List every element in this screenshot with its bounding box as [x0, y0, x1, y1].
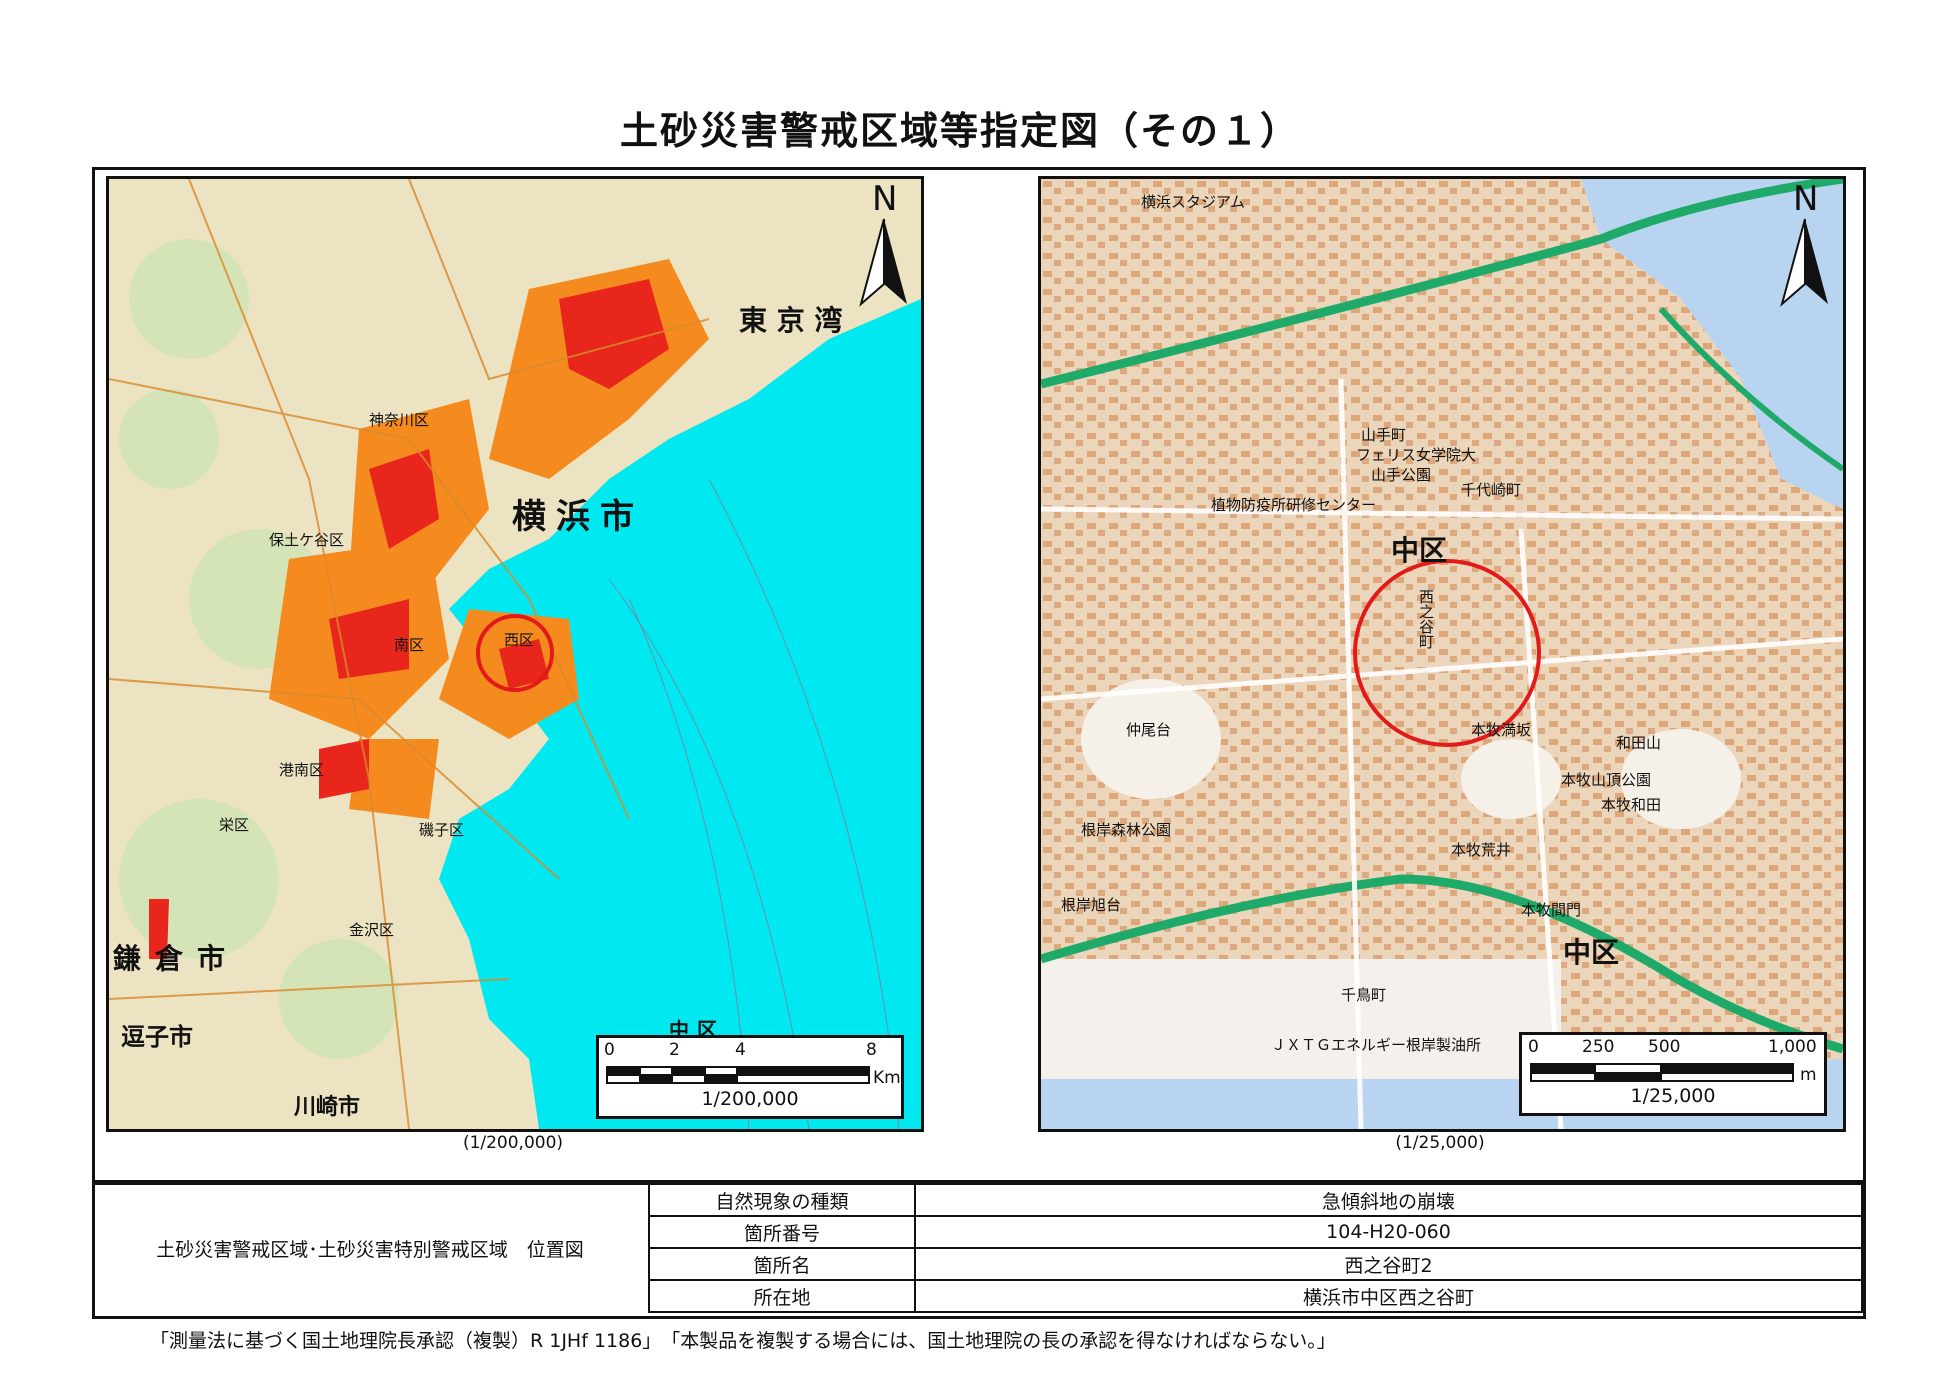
- row-label: 箇所名: [648, 1247, 916, 1281]
- north-label: N: [872, 179, 898, 219]
- row-value: 横浜市中区西之谷町: [914, 1279, 1863, 1313]
- row-label: 箇所番号: [648, 1215, 916, 1249]
- map-label: 根岸旭台: [1061, 896, 1122, 914]
- scale-bar: 0 2 4 8 Km 1/200,000: [596, 1035, 904, 1119]
- park-areas: [1081, 679, 1741, 829]
- scale-tick: 500: [1648, 1037, 1681, 1057]
- refinery-area: [1041, 959, 1561, 1079]
- row-value: 104-H20-060: [914, 1215, 1863, 1249]
- scale-tick: 250: [1582, 1037, 1615, 1057]
- map-label: ＪＸＴＧエネルギー根岸製油所: [1271, 1036, 1482, 1054]
- overview-map: N 横浜市 鎌倉市 逗子市 川崎市 東 京 湾 中区 西区 南区 港南区 栄区 …: [106, 176, 924, 1132]
- map-label: 山手公園: [1371, 466, 1432, 484]
- scale-ratio: 1/25,000: [1630, 1085, 1716, 1107]
- north-arrow-icon: [1780, 218, 1828, 307]
- map-label: 金沢区: [349, 921, 395, 939]
- map-label: 川崎市: [294, 1095, 361, 1120]
- north-arrow-icon: [859, 218, 907, 307]
- map-label: 本牧和田: [1601, 796, 1662, 814]
- map-label: 本牧間門: [1521, 901, 1582, 919]
- map-label: 千鳥町: [1341, 986, 1387, 1004]
- map-label: 横浜市: [512, 497, 644, 537]
- map-label: 西之谷町: [1417, 589, 1435, 649]
- detail-map-graphic: [1041, 179, 1843, 1129]
- map-label: 中区: [1391, 534, 1448, 567]
- copyright-notice: 「測量法に基づく国土地理院長承認（複製）R 1JHf 1186」 「本製品を複製…: [150, 1330, 1336, 1352]
- map-label: 根岸森林公園: [1081, 821, 1172, 839]
- railway-lines: [1041, 179, 1843, 1054]
- table-row: 所在地 横浜市中区西之谷町: [92, 1279, 1863, 1313]
- scale-bar: 0 250 500 1,000 m 1/25,000: [1519, 1032, 1827, 1116]
- scale-tick: 2: [669, 1040, 680, 1060]
- map-label: 本牧荒井: [1451, 841, 1512, 859]
- detail-map-caption: (1/25,000): [1395, 1133, 1485, 1153]
- map-label: 西区: [504, 631, 535, 649]
- map-label: 千代崎町: [1461, 481, 1522, 499]
- table-row: 箇所番号 104-H20-060: [92, 1215, 1863, 1249]
- scale-unit: m: [1800, 1065, 1817, 1085]
- map-label: 和田山: [1616, 734, 1662, 752]
- map-label: 保土ケ谷区: [269, 531, 345, 549]
- map-label: 栄区: [219, 816, 250, 834]
- map-label: 横浜スタジアム: [1141, 193, 1245, 211]
- map-label: 逗子市: [121, 1023, 193, 1051]
- scale-tick: 4: [735, 1040, 746, 1060]
- map-label: 鎌倉市: [113, 942, 240, 975]
- page-title: 土砂災害警戒区域等指定図（その１）: [619, 109, 1300, 153]
- map-label: 仲尾台: [1126, 721, 1172, 739]
- row-label: 所在地: [648, 1279, 916, 1313]
- map-label: 本牧山頂公園: [1561, 771, 1652, 789]
- info-table: 土砂災害警戒区域･土砂災害特別警戒区域 位置図 自然現象の種類 急傾斜地の崩壊 …: [92, 1183, 1863, 1313]
- location-marker: [476, 614, 554, 692]
- sea-area: [439, 299, 921, 1129]
- map-label: 中区: [1563, 936, 1620, 969]
- table-row: 土砂災害警戒区域･土砂災害特別警戒区域 位置図 自然現象の種類 急傾斜地の崩壊: [92, 1183, 1863, 1312]
- scale-ratio: 1/200,000: [701, 1088, 799, 1110]
- overview-map-caption: (1/200,000): [462, 1133, 564, 1153]
- map-label: 東 京 湾: [739, 304, 843, 337]
- scale-tick: 1,000: [1768, 1037, 1817, 1057]
- scale-tick: 0: [1528, 1037, 1539, 1057]
- overview-map-graphic: [109, 179, 921, 1129]
- sheet-frame: [92, 167, 1866, 1319]
- map-label: 港南区: [279, 761, 325, 779]
- map-label: フェリス女学院大: [1356, 446, 1477, 464]
- map-label: 磯子区: [419, 821, 465, 839]
- scale-unit: Km: [873, 1068, 901, 1088]
- scale-tick: 0: [604, 1040, 615, 1060]
- map-label: 山手町: [1361, 426, 1407, 444]
- main-roads: [1041, 378, 1843, 1129]
- scale-bar-graphic: [1530, 1063, 1794, 1082]
- divider: [92, 1180, 1863, 1183]
- table-row: 箇所名 西之谷町2: [92, 1247, 1863, 1281]
- row-label: 自然現象の種類: [648, 1183, 916, 1217]
- water-top-right: [1581, 179, 1843, 509]
- scale-tick: 8: [866, 1040, 877, 1060]
- map-label: 神奈川区: [369, 411, 430, 429]
- row-value: 西之谷町2: [914, 1247, 1863, 1281]
- info-heading: 土砂災害警戒区域･土砂災害特別警戒区域 位置図: [92, 1183, 650, 1312]
- hazard-red-zones: [149, 279, 669, 959]
- row-value: 急傾斜地の崩壊: [914, 1183, 1863, 1217]
- road-lines: [109, 179, 710, 1129]
- detail-map: N 中区 中区 西之谷町 山手町 本牧満坂 根岸森林公園 本牧荒井 本牧和田 千…: [1038, 176, 1846, 1132]
- north-label: N: [1793, 179, 1819, 219]
- map-label: 南区: [394, 636, 425, 654]
- scale-bar-graphic: [606, 1066, 870, 1084]
- location-marker: [1353, 559, 1541, 747]
- map-label: 本牧満坂: [1471, 721, 1532, 739]
- green-patches: [119, 239, 399, 1059]
- map-label: 植物防疫所研修センター: [1211, 496, 1377, 514]
